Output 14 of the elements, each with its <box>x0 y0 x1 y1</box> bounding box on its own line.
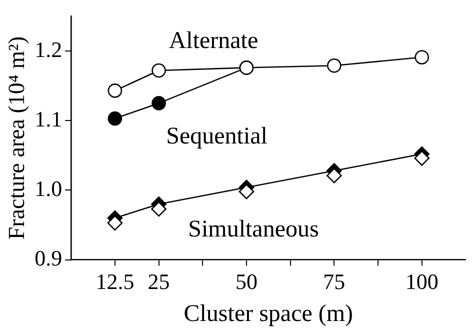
y-tick-label: 1.1 <box>34 106 62 132</box>
x-tick-label: 75 <box>323 268 346 294</box>
series-label: Sequential <box>166 123 268 150</box>
x-tick-label: 25 <box>148 268 170 294</box>
x-axis-title: Cluster space (m) <box>184 300 354 327</box>
series-label: Alternate <box>168 28 258 54</box>
x-tick-label: 12.5 <box>96 268 134 294</box>
x-tick-label: 100 <box>405 268 438 294</box>
y-axis-title: Fracture area (10⁴ m²) <box>4 36 29 240</box>
series-label: Simultaneous <box>188 216 319 243</box>
y-tick-label: 1.2 <box>34 36 62 62</box>
x-tick-label: 50 <box>235 268 258 294</box>
y-tick-label: 1.0 <box>34 176 62 201</box>
y-tick-label: 0.9 <box>34 246 62 271</box>
